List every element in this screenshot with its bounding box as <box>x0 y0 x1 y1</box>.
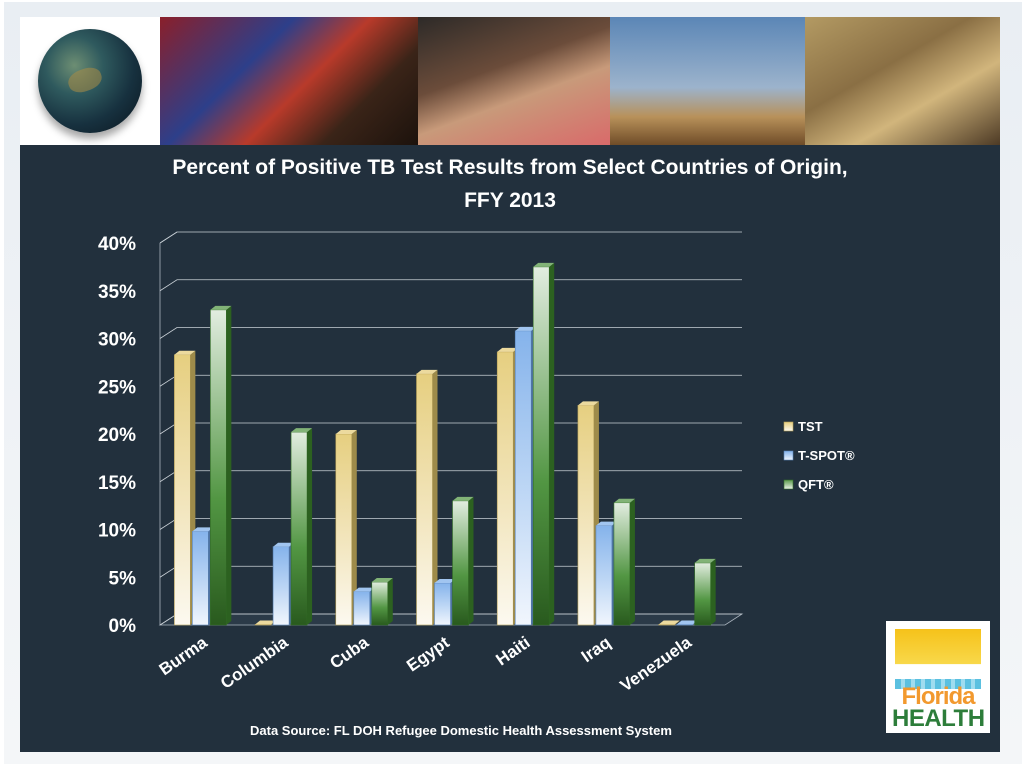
bar-qft-burma <box>210 305 232 626</box>
bar-tst-cuba <box>335 430 357 626</box>
globe-icon <box>38 29 142 133</box>
legend-label-2: QFT® <box>798 477 834 492</box>
chart-title-line1: Percent of Positive TB Test Results from… <box>172 156 848 179</box>
bar-qft-egypt <box>452 496 474 626</box>
photo-firewood-carriers <box>610 17 805 145</box>
chart-title-line2: FFY 2013 <box>464 189 556 212</box>
globe-image <box>20 17 160 145</box>
bar-tspot-iraq <box>595 521 617 626</box>
photo-young-girl <box>418 17 610 145</box>
florida-health-logo: Florida HEALTH <box>886 621 990 733</box>
y-tick-label: 10% <box>98 521 136 542</box>
y-tick-label: 15% <box>98 473 136 494</box>
legend-label-1: T-SPOT® <box>798 448 855 463</box>
x-tick-label-haiti: Haiti <box>492 633 533 670</box>
y-tick-label: 0% <box>109 616 137 637</box>
gridline <box>159 327 742 339</box>
gridline <box>159 231 742 244</box>
photo-banner <box>20 17 1000 145</box>
bar-qft-cuba <box>371 578 393 626</box>
x-tick-label-burma: Burma <box>156 632 211 679</box>
bar-qft-columbia <box>290 428 313 626</box>
bar-tst-venezuela <box>658 620 680 626</box>
slide: Percent of Positive TB Test Results from… <box>20 17 1000 752</box>
water-icon <box>895 679 981 689</box>
gridline <box>159 470 742 483</box>
y-tick-label: 25% <box>98 377 136 398</box>
legend-swatch-1 <box>783 450 794 461</box>
logo-text-health: HEALTH <box>892 705 985 732</box>
gridline <box>159 374 742 387</box>
data-source-note: Data Source: FL DOH Refugee Domestic Hea… <box>250 723 672 738</box>
gridline <box>159 422 742 435</box>
gridline <box>159 565 742 578</box>
logo-text-florida: Florida <box>901 683 975 710</box>
y-tick-label: 30% <box>98 330 136 351</box>
legend-swatch-0 <box>783 421 794 432</box>
gridline <box>159 279 742 292</box>
y-tick-label: 35% <box>98 282 136 303</box>
x-tick-label-egypt: Egypt <box>403 633 453 676</box>
x-tick-label-venezuela: Venezuela <box>617 632 696 695</box>
legend-swatch-2 <box>783 479 794 490</box>
photo-family-doorway <box>805 17 1000 145</box>
x-tick-label-iraq: Iraq <box>578 633 614 666</box>
y-tick-label: 40% <box>98 234 136 255</box>
bar-qft-haiti <box>532 262 555 626</box>
photo-woman-headscarf <box>160 17 418 145</box>
x-tick-label-columbia: Columbia <box>217 632 292 692</box>
x-tick-label-cuba: Cuba <box>326 632 372 672</box>
y-tick-label: 5% <box>109 568 137 589</box>
legend-label-0: TST <box>798 419 823 434</box>
bar-chart: 0% 5% 10% 15% 20% 25% 30% 35% 40% Burma Columbia Cu… <box>98 231 855 695</box>
y-tick-label: 20% <box>98 425 136 446</box>
bar-qft-iraq <box>613 498 635 626</box>
bar-qft-venezuela <box>694 558 716 626</box>
bar-tst-egypt <box>416 369 438 626</box>
gridline <box>159 518 742 530</box>
